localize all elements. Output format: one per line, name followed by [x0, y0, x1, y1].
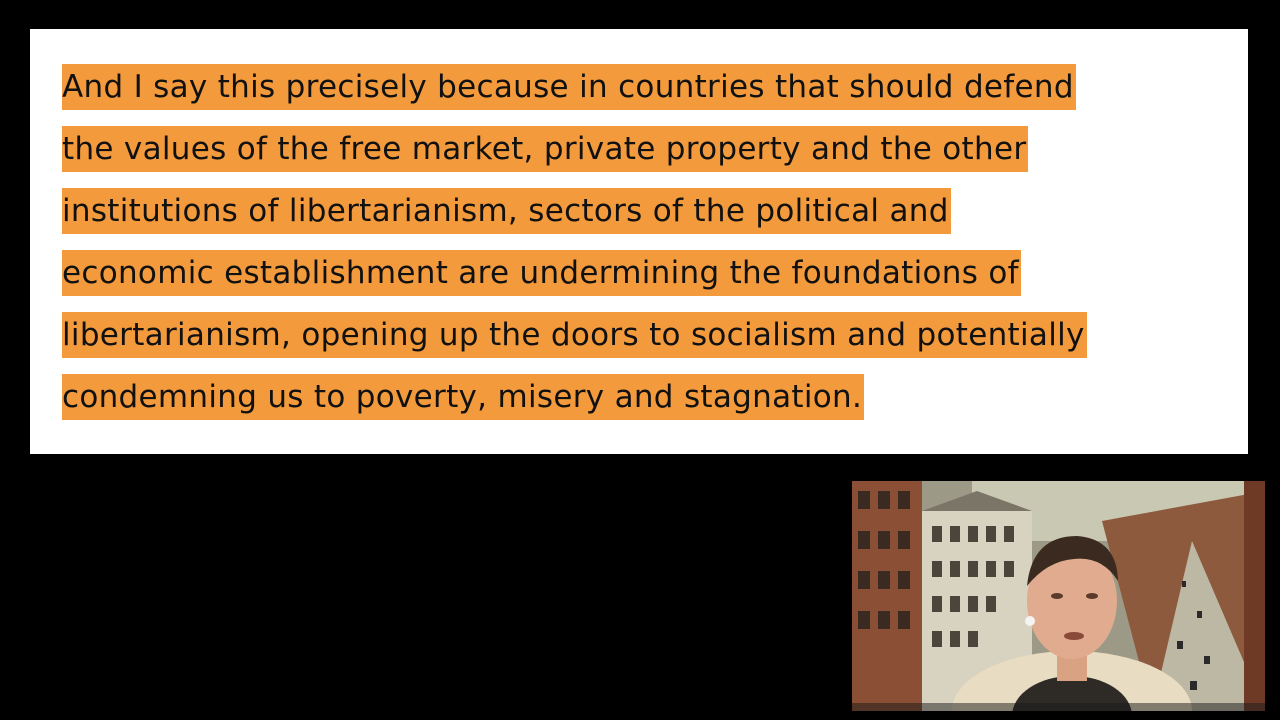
presenter-video-icon	[852, 481, 1265, 711]
quote-line-text: condemning us to poverty, misery and sta…	[62, 374, 865, 420]
quote-line-4: economic establishment are undermining t…	[62, 250, 1087, 312]
quote-line-text: economic establishment are undermining t…	[62, 250, 1021, 296]
quote-card: And I say this precisely because in coun…	[30, 29, 1248, 454]
quote-line-5: libertarianism, opening up the doors to …	[62, 312, 1087, 374]
presenter-webcam	[852, 481, 1265, 711]
quote-line-6: condemning us to poverty, misery and sta…	[62, 374, 1087, 436]
quote-line-text: And I say this precisely because in coun…	[62, 64, 1076, 110]
quote-line-1: And I say this precisely because in coun…	[62, 64, 1087, 126]
quote-line-text: institutions of libertarianism, sectors …	[62, 188, 951, 234]
quote-line-3: institutions of libertarianism, sectors …	[62, 188, 1087, 250]
quote-line-text: the values of the free market, private p…	[62, 126, 1029, 172]
quote-text: And I say this precisely because in coun…	[62, 64, 1087, 436]
quote-line-2: the values of the free market, private p…	[62, 126, 1087, 188]
quote-line-text: libertarianism, opening up the doors to …	[62, 312, 1087, 358]
